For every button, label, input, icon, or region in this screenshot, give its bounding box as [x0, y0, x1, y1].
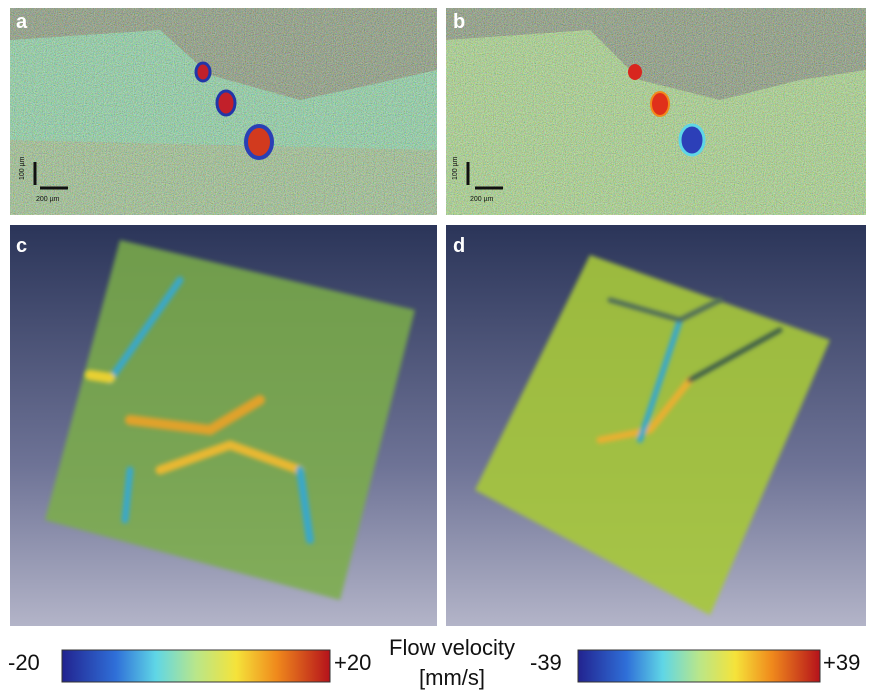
- scale-horizontal: 200 µm: [470, 196, 494, 203]
- colorbar-min: -20: [8, 650, 40, 675]
- panel-c: [10, 225, 437, 626]
- panel-d: [446, 225, 866, 626]
- panel-label: a: [16, 11, 28, 33]
- figure: 100 µm 200 µm a 100 µm 200 µm b c: [0, 0, 871, 692]
- scale-horizontal: 200 µm: [36, 196, 60, 203]
- panel-b: 100 µm 200 µm: [446, 8, 866, 215]
- colorbar-max: +39: [823, 650, 860, 675]
- colorbar: [62, 650, 330, 682]
- colorbar-max: +20: [334, 650, 371, 675]
- panel-label: b: [453, 11, 465, 33]
- colorbar: [578, 650, 820, 682]
- colorbar-title: Flow velocity: [389, 635, 515, 660]
- panel-a: 100 µm 200 µm: [10, 8, 437, 215]
- scale-vertical: 100 µm: [452, 156, 459, 180]
- panel-label: d: [453, 235, 465, 257]
- colorbar-unit: [mm/s]: [419, 665, 485, 690]
- scale-vertical: 100 µm: [19, 156, 26, 180]
- colorbar-min: -39: [530, 650, 562, 675]
- panel-label: c: [16, 235, 27, 257]
